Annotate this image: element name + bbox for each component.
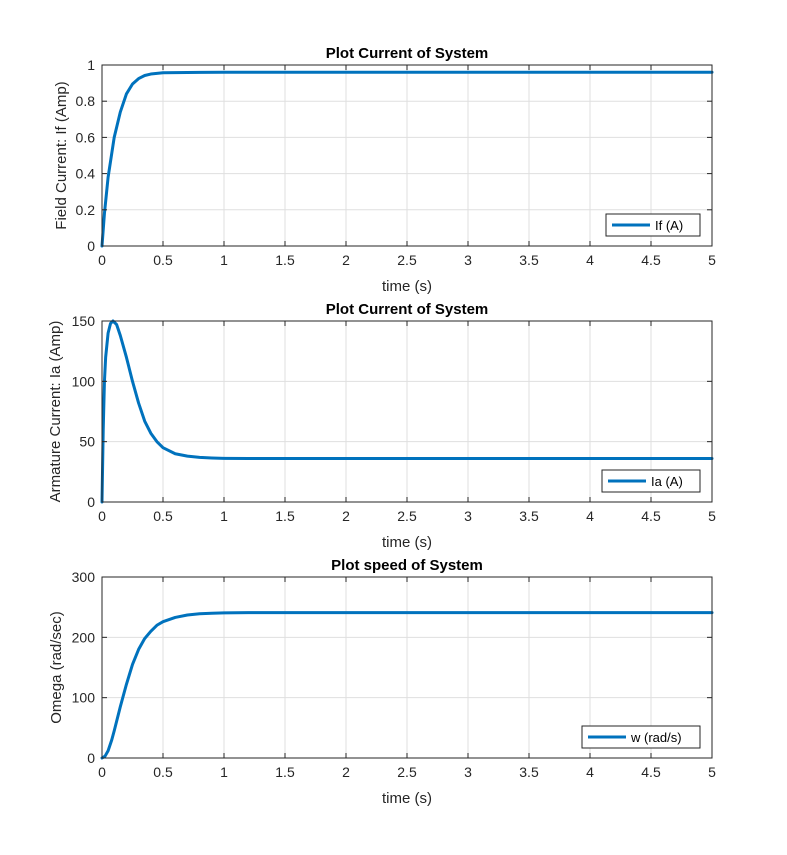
x-tick-label: 3.5 xyxy=(519,508,539,524)
legend-label: w (rad/s) xyxy=(630,730,682,745)
y-tick-label: 100 xyxy=(72,373,96,389)
y-tick-label: 50 xyxy=(79,434,95,450)
chart-title: Plot Current of System xyxy=(326,301,489,318)
y-axis-label: Field Current: If (Amp) xyxy=(53,81,70,229)
x-tick-label: 1 xyxy=(220,508,228,524)
legend-box xyxy=(581,725,701,749)
x-tick-label: 5 xyxy=(708,508,716,524)
y-tick-label: 100 xyxy=(72,690,96,706)
legend: Ia (A) xyxy=(601,469,701,493)
y-tick-label: 200 xyxy=(72,629,96,645)
y-tick-label: 0 xyxy=(87,494,95,510)
x-tick-label: 1.5 xyxy=(275,252,295,268)
x-tick-label: 0 xyxy=(98,252,106,268)
x-axis-label: time (s) xyxy=(382,278,432,295)
y-tick-label: 1 xyxy=(87,57,95,73)
x-tick-label: 2 xyxy=(342,252,350,268)
legend-box xyxy=(605,213,701,237)
x-tick-label: 4 xyxy=(586,508,594,524)
subplot-1: 0 0.5 1 1.5 2 2.5 3 3.5 4 4.5 5 0 0.2 0.4 0.6 0.8 1 Plot … xyxy=(53,45,716,295)
series-line-1 xyxy=(100,611,714,760)
y-tick-label: 0.8 xyxy=(76,93,96,109)
y-tick-label: 0 xyxy=(87,750,95,766)
x-tick-label: 0.5 xyxy=(153,508,173,524)
x-tick-label: 2 xyxy=(342,508,350,524)
x-tick-label: 2.5 xyxy=(397,252,417,268)
x-tick-label: 3 xyxy=(464,252,472,268)
y-tick-label: 150 xyxy=(72,313,96,329)
x-tick-label: 5 xyxy=(708,252,716,268)
y-tick-label: 0.2 xyxy=(76,202,96,218)
legend-label: If (A) xyxy=(655,218,683,233)
chart-title: Plot Current of System xyxy=(326,45,489,62)
x-axis-label: time (s) xyxy=(382,790,432,807)
x-tick-label: 3 xyxy=(464,508,472,524)
x-tick-label: 1 xyxy=(220,764,228,780)
x-tick-label: 4 xyxy=(586,764,594,780)
legend: w (rad/s) xyxy=(581,725,701,749)
x-tick-label: 0 xyxy=(98,764,106,780)
x-tick-label: 4 xyxy=(586,252,594,268)
x-tick-label: 3 xyxy=(464,764,472,780)
x-tick-label: 2 xyxy=(342,764,350,780)
y-tick-label: 300 xyxy=(72,569,96,585)
series-line-1 xyxy=(100,70,714,248)
legend-box xyxy=(601,469,701,493)
subplot-3: 0 0.5 1 1.5 2 2.5 3 3.5 4 4.5 5 0 100 200 300 Plot spee… xyxy=(48,557,716,807)
x-tick-label: 0 xyxy=(98,508,106,524)
x-tick-label: 1.5 xyxy=(275,764,295,780)
series-line-1 xyxy=(100,319,714,504)
x-axis-label: time (s) xyxy=(382,534,432,551)
legend-label: Ia (A) xyxy=(651,474,683,489)
x-tick-label: 0.5 xyxy=(153,252,173,268)
x-tick-label: 5 xyxy=(708,764,716,780)
chart-title: Plot speed of System xyxy=(331,557,483,574)
x-tick-label: 0.5 xyxy=(153,764,173,780)
y-tick-label: 0.4 xyxy=(76,166,96,182)
y-tick-label: 0 xyxy=(87,238,95,254)
x-tick-label: 1 xyxy=(220,252,228,268)
y-axis-label: Armature Current: Ia (Amp) xyxy=(47,321,64,503)
y-tick-label: 0.6 xyxy=(76,129,96,145)
x-tick-label: 4.5 xyxy=(641,508,661,524)
x-tick-label: 2.5 xyxy=(397,764,417,780)
y-axis-label: Omega (rad/sec) xyxy=(48,611,65,724)
legend: If (A) xyxy=(605,213,701,237)
x-tick-label: 3.5 xyxy=(519,764,539,780)
x-tick-label: 3.5 xyxy=(519,252,539,268)
x-tick-label: 4.5 xyxy=(641,252,661,268)
x-tick-label: 1.5 xyxy=(275,508,295,524)
x-tick-label: 2.5 xyxy=(397,508,417,524)
x-tick-label: 4.5 xyxy=(641,764,661,780)
